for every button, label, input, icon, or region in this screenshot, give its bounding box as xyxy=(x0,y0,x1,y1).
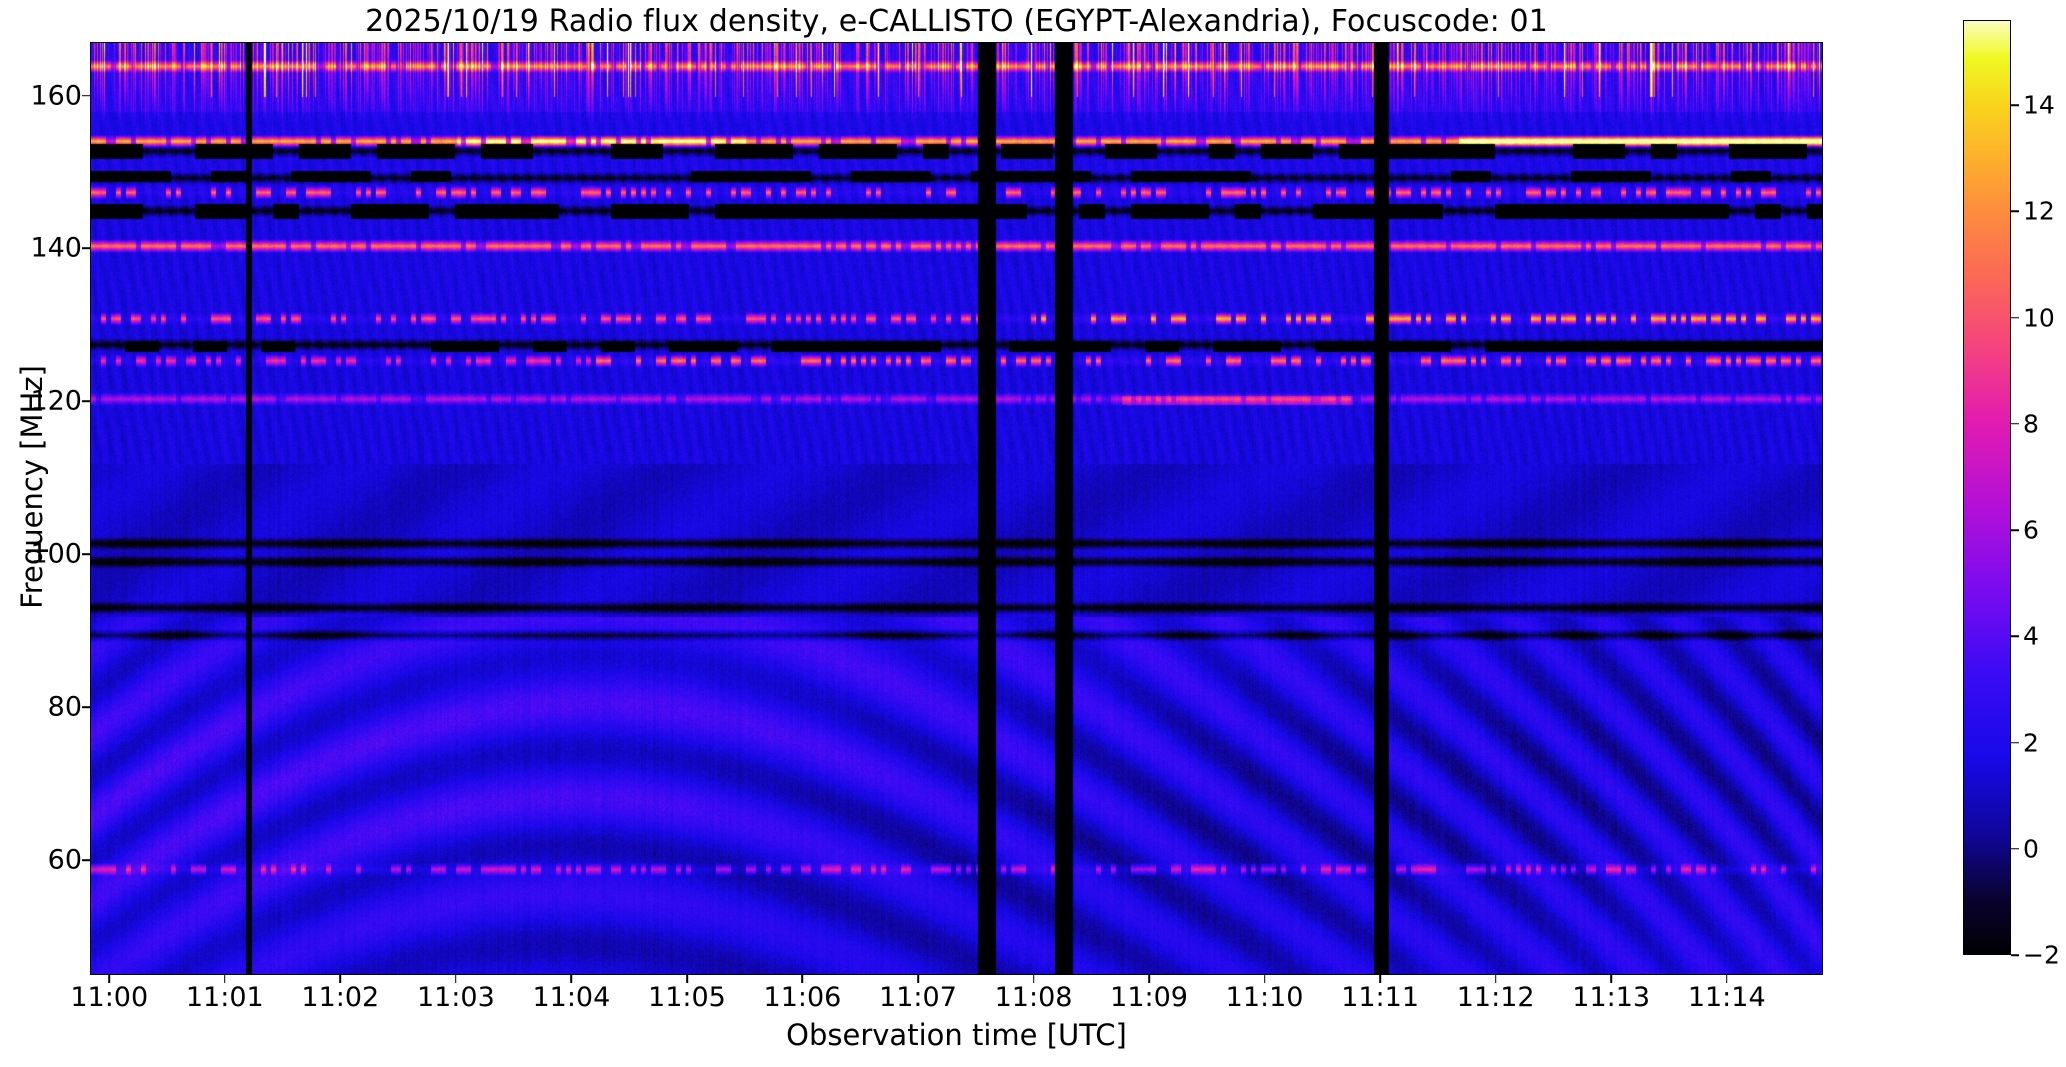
colorbar-tick-mark xyxy=(2011,104,2019,106)
colorbar-tick-label: 2 xyxy=(2023,728,2039,757)
y-tick-label: 140 xyxy=(30,232,82,264)
colorbar-tick-mark xyxy=(2011,210,2019,212)
x-tick-mark xyxy=(801,975,804,983)
x-tick-label: 11:03 xyxy=(416,982,495,1013)
colorbar-tick-label: −2 xyxy=(2023,940,2060,970)
colorbar-tick-label: 0 xyxy=(2023,834,2039,864)
y-tick-mark xyxy=(82,553,90,556)
colorbar-tick-mark xyxy=(2011,848,2019,850)
y-tick-mark xyxy=(82,247,90,250)
x-tick-label: 11:07 xyxy=(879,982,957,1013)
x-axis-label-text: Observation time [UTC] xyxy=(786,1018,1127,1052)
x-tick-label: 11:04 xyxy=(532,982,611,1013)
y-tick-label: 160 xyxy=(30,80,82,112)
colorbar-tick-label: 8 xyxy=(2023,409,2039,439)
x-tick-label: 11:05 xyxy=(648,982,726,1013)
x-tick-mark xyxy=(223,975,226,983)
y-tick-mark xyxy=(82,859,90,862)
colorbar-tick-mark xyxy=(2011,741,2019,744)
x-tick-label: 11:08 xyxy=(994,982,1073,1013)
y-tick-mark xyxy=(82,400,90,403)
x-tick-label: 11:12 xyxy=(1456,982,1535,1013)
x-tick-mark xyxy=(339,975,342,983)
x-tick-label: 11:10 xyxy=(1225,982,1304,1013)
page-title: 2025/10/19 Radio flux density, e-CALLIST… xyxy=(365,3,1548,39)
x-tick-mark xyxy=(108,975,111,983)
y-tick-label: 100 xyxy=(30,538,82,570)
x-tick-mark xyxy=(1725,975,1728,983)
colorbar-tick-label: 12 xyxy=(2023,196,2055,226)
spectrogram-canvas[interactable] xyxy=(91,43,1822,974)
y-tick-mark xyxy=(82,706,90,709)
colorbar-tick-label: 14 xyxy=(2023,90,2055,120)
x-tick-mark xyxy=(1032,975,1035,983)
colorbar[interactable] xyxy=(1963,20,2011,955)
x-tick-mark xyxy=(570,975,573,983)
colorbar-tick-label: 6 xyxy=(2023,515,2039,545)
x-tick-mark xyxy=(1263,975,1266,983)
x-tick-mark xyxy=(1494,975,1497,983)
colorbar-tick-mark xyxy=(2011,529,2019,531)
colorbar-tick-mark xyxy=(2011,954,2019,956)
x-tick-label: 11:01 xyxy=(185,982,264,1013)
colorbar-tick-label: 10 xyxy=(2023,303,2055,332)
y-tick-mark xyxy=(82,94,90,97)
y-tick-label: 60 xyxy=(47,844,82,876)
colorbar-tick-label: 4 xyxy=(2023,621,2039,651)
x-tick-mark xyxy=(1379,975,1381,983)
x-tick-mark xyxy=(455,975,457,983)
x-tick-label: 11:11 xyxy=(1341,982,1420,1013)
x-tick-label: 11:13 xyxy=(1572,982,1651,1013)
y-tick-label: 120 xyxy=(30,385,82,417)
y-tick-label: 80 xyxy=(47,691,82,723)
x-tick-label: 11:00 xyxy=(70,982,149,1013)
x-tick-mark xyxy=(917,975,919,983)
x-tick-label: 11:06 xyxy=(763,982,842,1013)
colorbar-tick-mark xyxy=(2011,316,2019,319)
x-tick-mark xyxy=(1148,975,1150,983)
x-tick-mark xyxy=(1610,975,1612,983)
colorbar-tick-mark xyxy=(2011,635,2019,637)
x-tick-label: 11:14 xyxy=(1687,982,1766,1013)
spectrogram-plot[interactable] xyxy=(90,42,1823,975)
x-tick-label: 11:09 xyxy=(1110,982,1188,1013)
x-tick-mark xyxy=(686,975,688,983)
x-tick-label: 11:02 xyxy=(301,982,380,1013)
colorbar-tick-mark xyxy=(2011,423,2019,425)
